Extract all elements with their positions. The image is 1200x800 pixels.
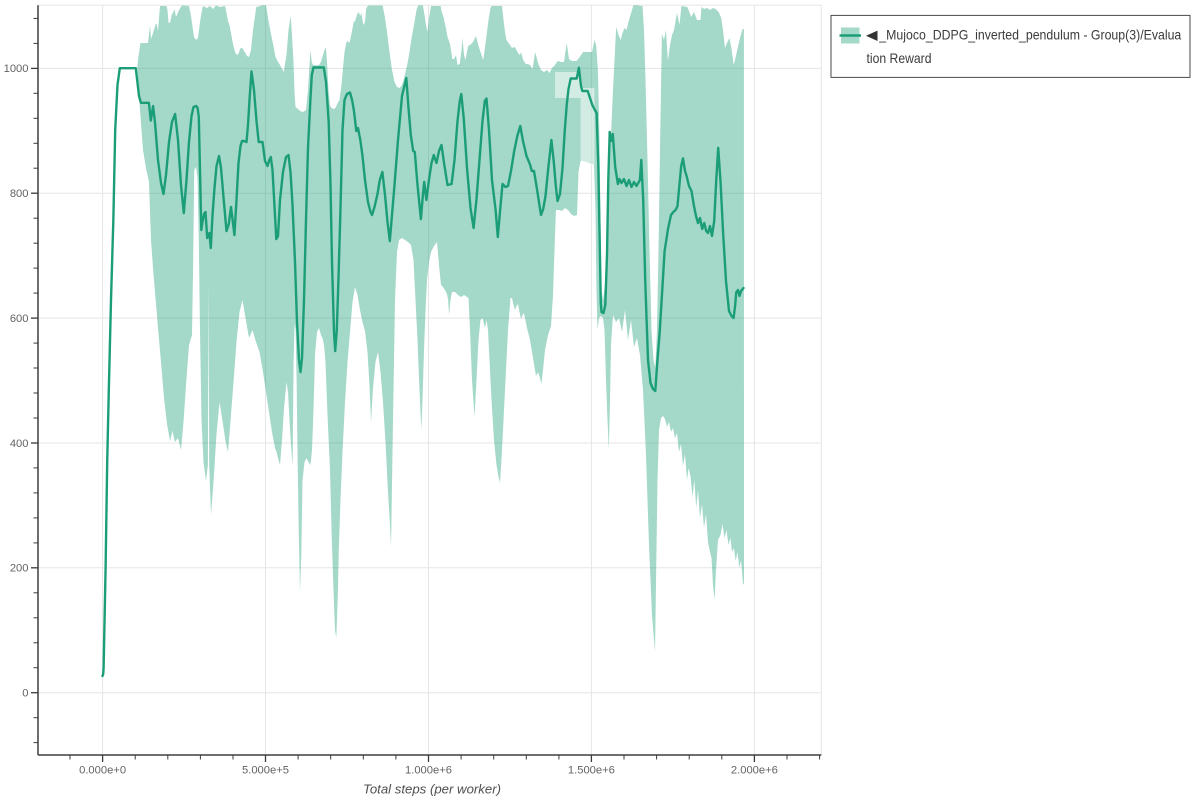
svg-text:0: 0 <box>22 688 28 700</box>
svg-text:Total steps (per worker): Total steps (per worker) <box>363 782 501 797</box>
svg-text:tion Reward: tion Reward <box>867 50 932 66</box>
svg-text:5.000e+5: 5.000e+5 <box>242 765 289 777</box>
svg-text:600: 600 <box>10 313 29 325</box>
svg-text:1.500e+6: 1.500e+6 <box>568 765 615 777</box>
svg-text:1000: 1000 <box>4 63 29 75</box>
svg-text:1.000e+6: 1.000e+6 <box>405 765 452 777</box>
svg-text:_Mujoco_DDPG_inverted_pendulum: _Mujoco_DDPG_inverted_pendulum - Group(3… <box>878 27 1181 43</box>
svg-text:800: 800 <box>10 188 29 200</box>
svg-text:400: 400 <box>10 438 29 450</box>
svg-text:0.000e+0: 0.000e+0 <box>79 765 126 777</box>
svg-text:200: 200 <box>10 563 29 575</box>
svg-text:2.000e+6: 2.000e+6 <box>731 765 778 777</box>
